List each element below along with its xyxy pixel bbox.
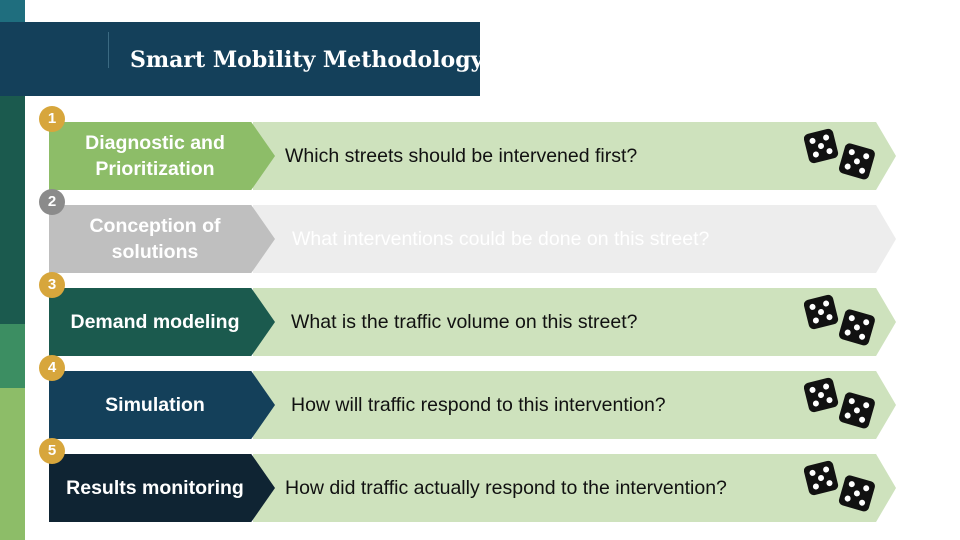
step-box-5: Results monitoring (49, 454, 275, 522)
step-row-4: How will traffic respond to this interve… (39, 355, 897, 439)
question-arrow-3 (253, 288, 896, 356)
step-label-2: Conception of solutions (89, 215, 221, 263)
step-box-4: Simulation (49, 371, 275, 439)
step-row-3: What is the traffic volume on this stree… (39, 272, 897, 356)
title-bar (0, 22, 480, 96)
accent-bar-teal (0, 96, 25, 324)
question-text-3: What is the traffic volume on this stree… (291, 311, 638, 333)
step-badge-2: 2 (39, 189, 65, 215)
step-row-1: Which streets should be intervened first… (39, 106, 897, 190)
question-arrow-2 (253, 205, 896, 273)
question-text-2: What interventions could be done on this… (292, 228, 710, 250)
step-label-5: Results monitoring (66, 477, 244, 499)
title-divider (108, 32, 109, 68)
step-label-1: Diagnostic and Prioritization (85, 132, 225, 180)
step-box-3: Demand modeling (49, 288, 275, 356)
question-arrow-1 (253, 122, 896, 190)
page-title: Smart Mobility Methodology (130, 47, 484, 73)
step-badge-3: 3 (39, 272, 65, 298)
step-badge-5: 5 (39, 438, 65, 464)
dice-icon (804, 294, 875, 346)
question-arrow-4 (253, 371, 896, 439)
dice-icon (804, 460, 875, 512)
step-label-4: Simulation (105, 394, 205, 416)
accent-bar-top (0, 0, 25, 22)
accent-bar-light-green (0, 388, 25, 540)
question-text-1: Which streets should be intervened first… (285, 145, 638, 167)
step-badge-1: 1 (39, 106, 65, 132)
step-row-2: What interventions could be done on this… (39, 189, 897, 273)
step-box-1: Diagnostic and Prioritization (49, 122, 275, 190)
question-arrow-5 (253, 454, 896, 522)
step-label-3: Demand modeling (70, 311, 240, 333)
dice-icon (804, 128, 875, 180)
step-box-2: Conception of solutions (49, 205, 275, 273)
accent-bar-mid-green (0, 324, 25, 388)
question-text-4: How will traffic respond to this interve… (291, 394, 666, 416)
question-text-5: How did traffic actually respond to the … (285, 477, 727, 499)
step-row-5: How did traffic actually respond to the … (39, 438, 897, 522)
dice-icon (804, 377, 875, 429)
step-badge-4: 4 (39, 355, 65, 381)
